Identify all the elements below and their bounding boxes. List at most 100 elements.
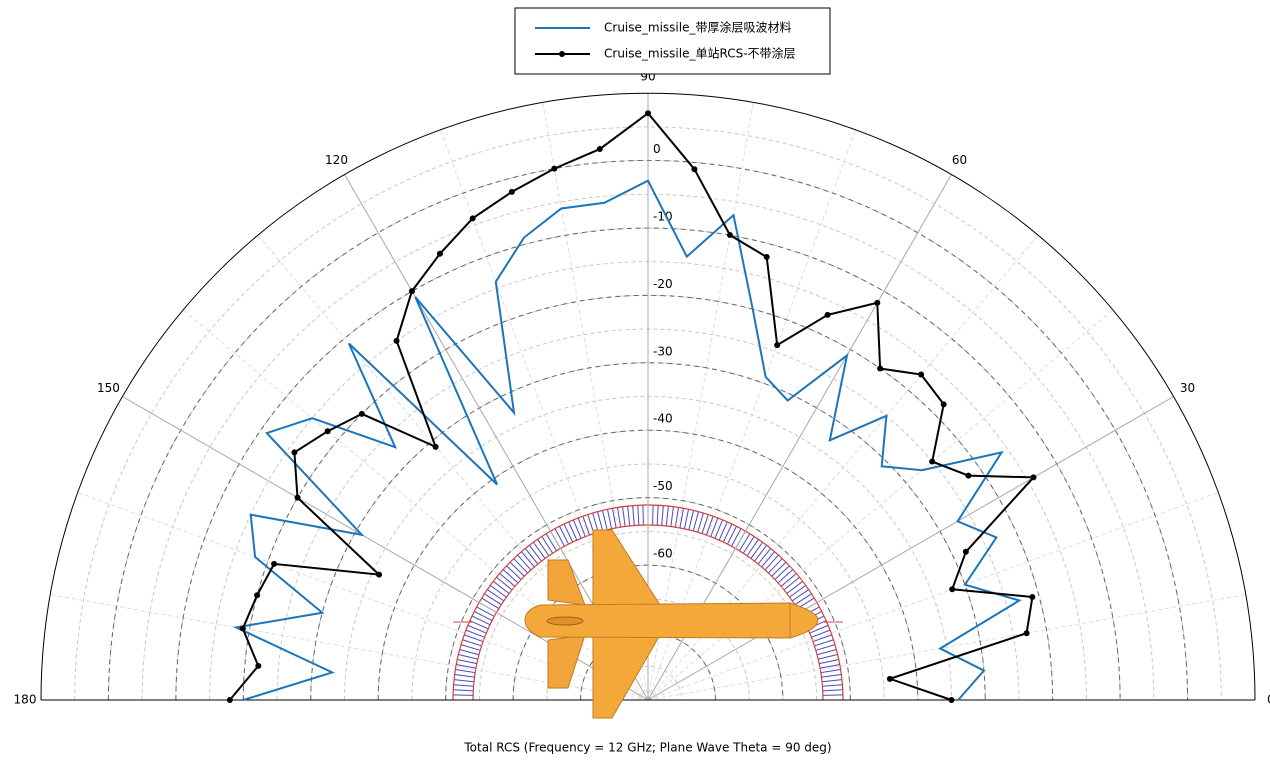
- source-tick: [652, 505, 654, 526]
- legend-label: Cruise_missile_带厚涂层吸波材料: [604, 20, 791, 35]
- source-tick: [537, 539, 550, 557]
- grid-ring: [175, 228, 1121, 701]
- r-tick-label: -60: [653, 547, 673, 561]
- series-point: [376, 571, 383, 578]
- series-line: [232, 179, 1022, 701]
- source-tick: [816, 649, 837, 656]
- theta-tick-label: 150: [97, 381, 120, 395]
- minor-grid-spoke: [647, 594, 1246, 701]
- source-tick: [459, 649, 480, 656]
- source-tick: [768, 558, 783, 574]
- grid-ring: [580, 632, 716, 701]
- source-tick: [476, 606, 495, 617]
- source-tick: [541, 536, 554, 554]
- source-tick: [460, 644, 481, 651]
- series-point: [948, 697, 955, 703]
- r-tick-label: -20: [653, 277, 673, 291]
- series-point: [408, 288, 415, 295]
- missile-model: [524, 529, 819, 719]
- legend-box: [514, 7, 831, 75]
- source-tick: [462, 639, 482, 647]
- source-tick: [665, 506, 669, 527]
- source-tick: [754, 544, 768, 562]
- source-tick: [705, 516, 714, 536]
- source-tick: [820, 669, 841, 674]
- source-tick: [506, 565, 522, 580]
- source-tick: [484, 593, 502, 606]
- series-point: [291, 449, 298, 456]
- series-point: [239, 625, 246, 632]
- source-tick: [714, 519, 724, 539]
- grid-ring: [242, 294, 1054, 701]
- source-tick: [771, 561, 787, 577]
- source-tick: [632, 505, 635, 526]
- source-tick: [481, 597, 500, 609]
- source-tick: [683, 509, 690, 529]
- source-tick: [502, 569, 519, 584]
- source-tick: [774, 565, 790, 580]
- source-tick: [819, 663, 840, 669]
- source-tick: [670, 506, 674, 527]
- source-tick: [520, 551, 535, 568]
- source-tick: [701, 514, 709, 534]
- series-point: [949, 586, 956, 593]
- source-tick: [559, 526, 569, 545]
- legend: Cruise_missile_带厚涂层吸波材料 Cruise_missile_单站…: [514, 7, 831, 75]
- source-tick: [791, 589, 809, 602]
- source-tick: [517, 554, 532, 571]
- source-tick: [528, 544, 542, 562]
- source-tick: [458, 653, 478, 660]
- legend-marker: [559, 51, 565, 57]
- series-point: [874, 299, 881, 306]
- source-tick: [471, 615, 491, 626]
- source-tick: [496, 576, 513, 591]
- series-point: [940, 401, 947, 408]
- source-tick: [545, 533, 557, 552]
- series-point: [551, 165, 558, 172]
- plot-area: [226, 110, 1037, 703]
- source-tick: [457, 658, 477, 665]
- source-tick: [674, 507, 679, 528]
- source-tick: [794, 593, 812, 606]
- source-tick: [764, 554, 779, 571]
- minor-grid-ring: [546, 598, 750, 701]
- source-tick: [572, 519, 582, 539]
- minor-grid-ring: [411, 463, 885, 701]
- source-tick: [499, 572, 516, 587]
- source-tick: [554, 528, 565, 547]
- source-tick: [487, 589, 505, 602]
- source-tick: [777, 569, 794, 584]
- theta-tick-label: 120: [325, 153, 348, 167]
- source-tick: [679, 508, 685, 529]
- source-tick: [718, 521, 728, 541]
- source-tick: [731, 528, 742, 547]
- source-tick: [474, 611, 493, 621]
- source-tick: [822, 694, 843, 696]
- missile-tail-fin: [547, 559, 586, 606]
- source-tick: [453, 689, 474, 692]
- source-tick: [697, 512, 704, 533]
- series-point: [596, 146, 603, 153]
- source-tick: [622, 506, 626, 527]
- source-tick: [727, 526, 737, 545]
- series-point: [271, 560, 278, 567]
- source-tick: [524, 548, 539, 565]
- series-point: [774, 342, 781, 349]
- missile-wing: [592, 634, 661, 719]
- source-tick: [455, 669, 476, 674]
- source-tick: [637, 505, 640, 526]
- series-point: [824, 311, 831, 318]
- r-tick-label: -40: [653, 412, 673, 426]
- series-point: [763, 254, 770, 261]
- series-point: [918, 371, 925, 378]
- source-tick: [627, 506, 631, 527]
- series-point: [508, 188, 515, 195]
- source-tick: [453, 684, 474, 687]
- source-tick: [710, 517, 719, 537]
- source-tick: [818, 653, 838, 660]
- outer-ring: [40, 92, 1256, 701]
- source-tick: [750, 541, 764, 559]
- series-point: [877, 365, 884, 372]
- source-tick: [642, 505, 644, 526]
